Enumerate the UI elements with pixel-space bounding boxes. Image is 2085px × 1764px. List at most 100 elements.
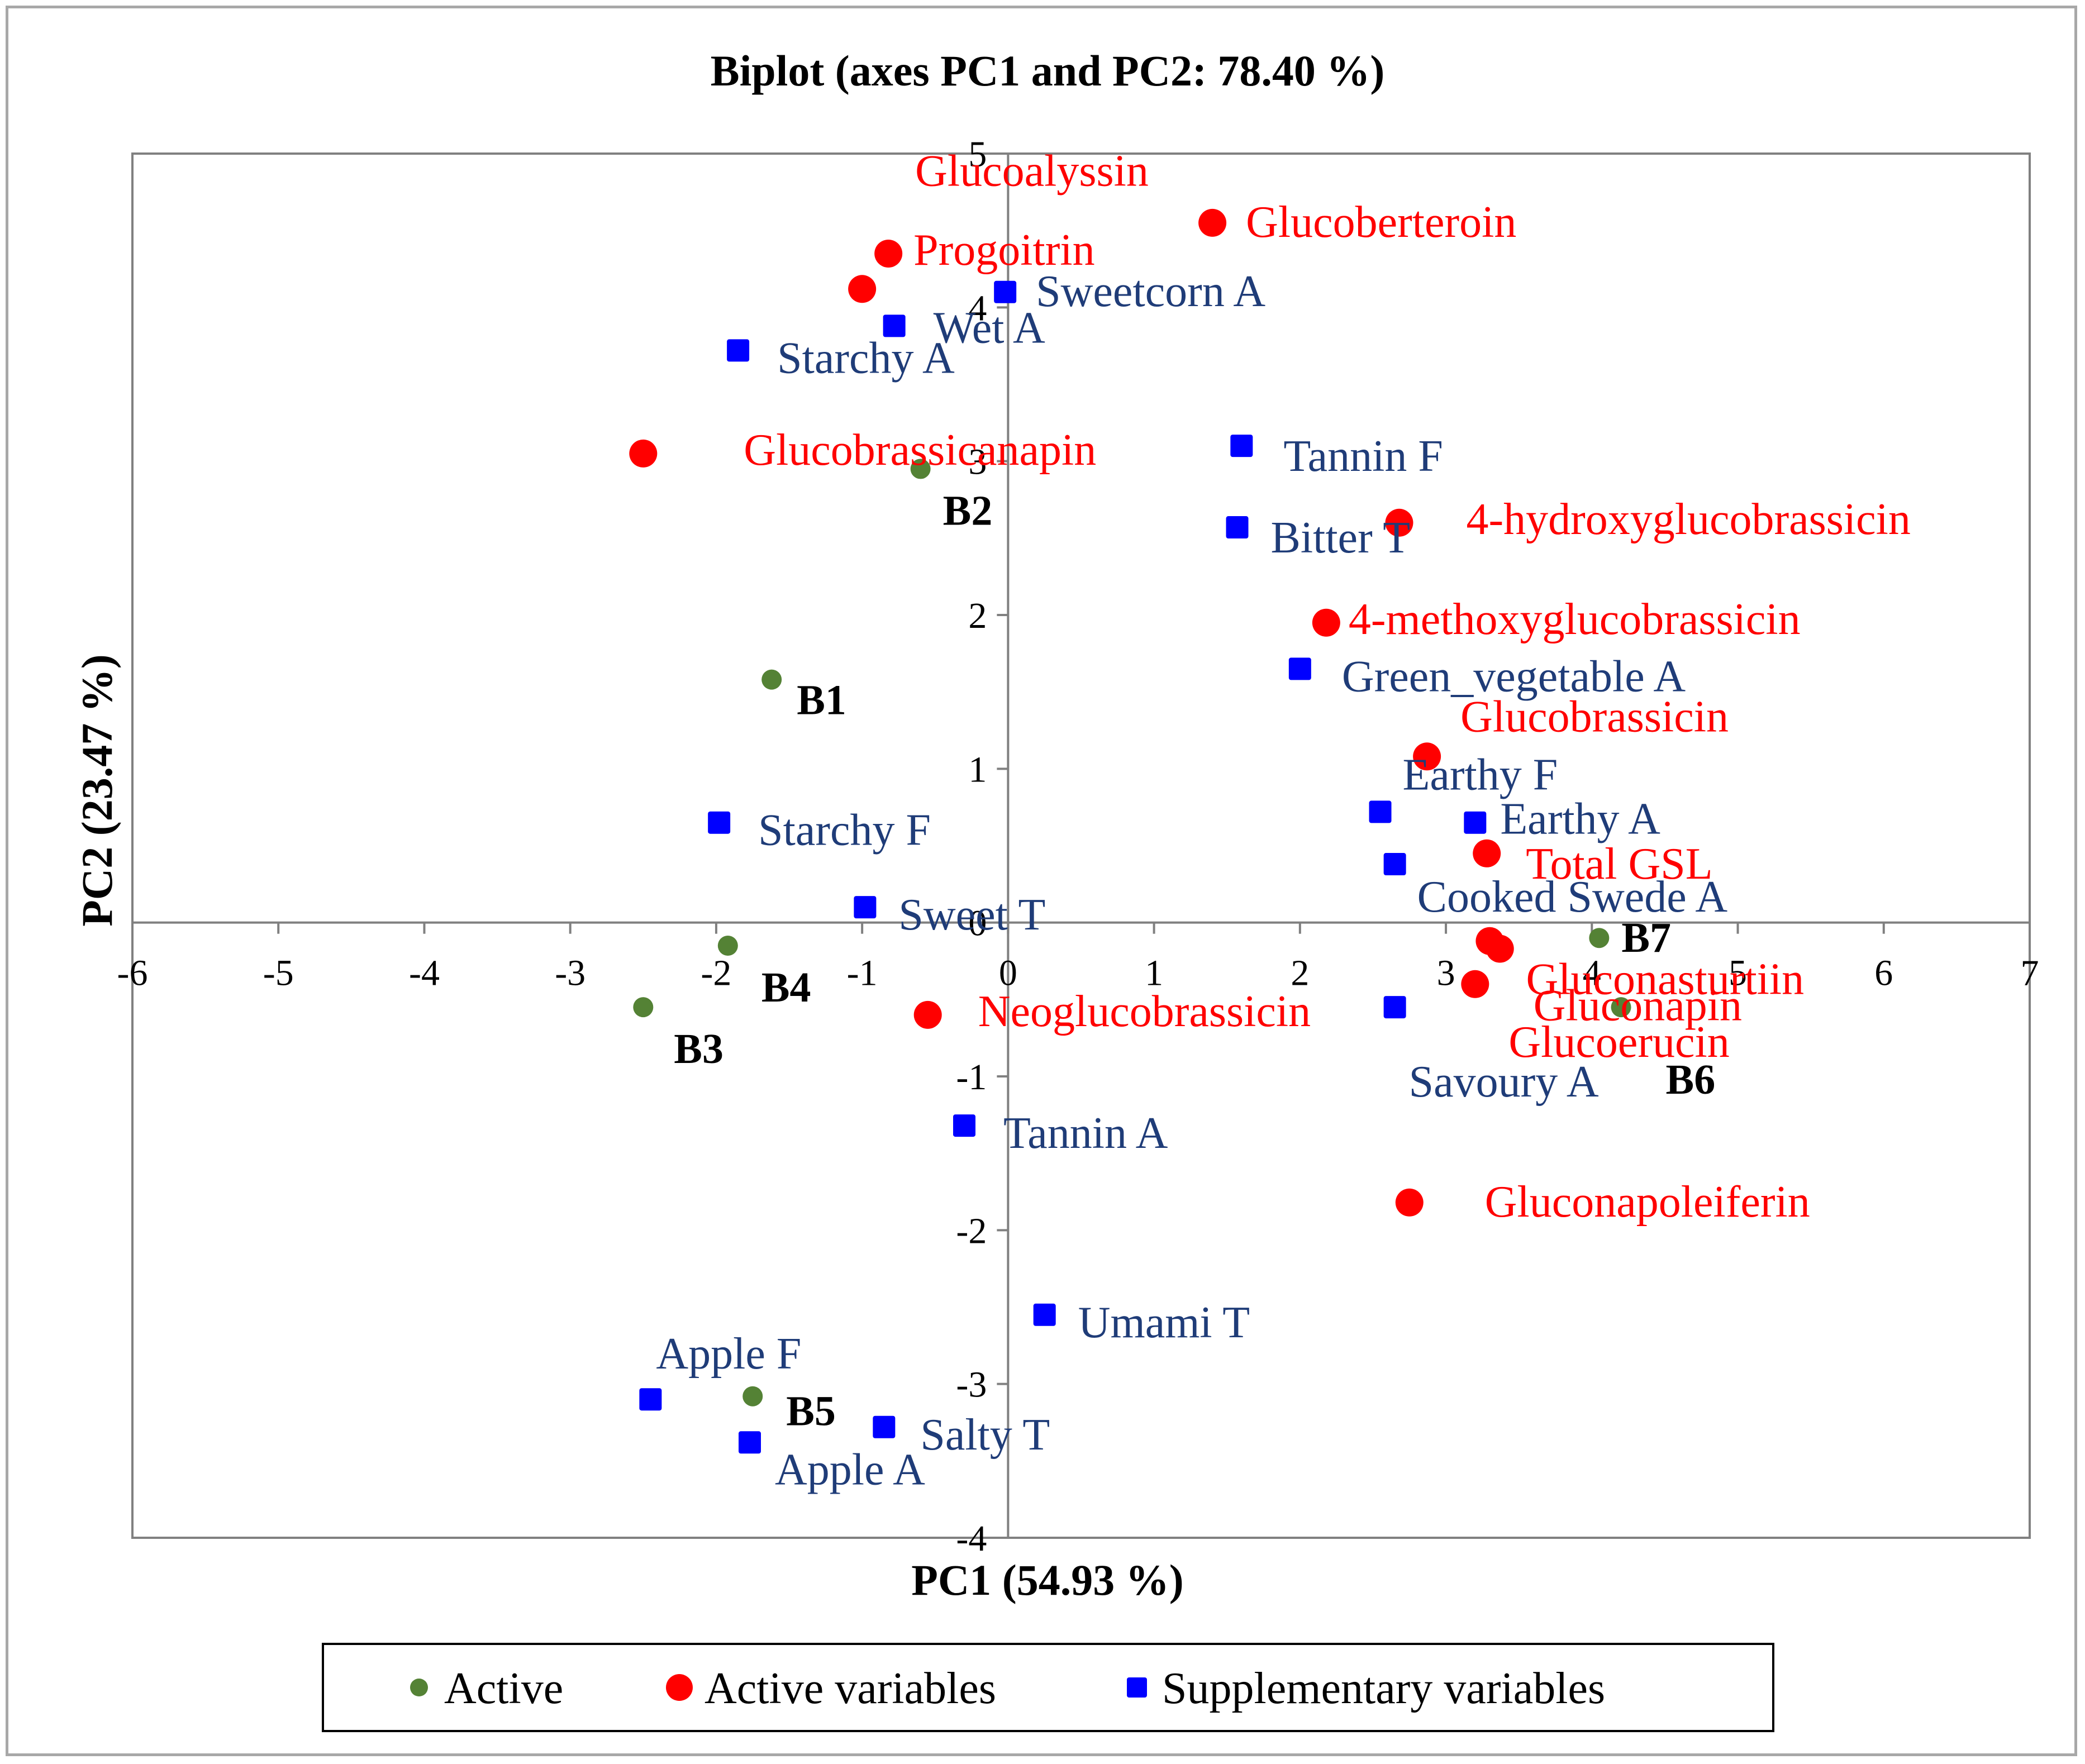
x-tick-label: 0: [999, 953, 1017, 994]
x-tick-label: 2: [1291, 953, 1309, 994]
point-salty-t: [873, 1415, 896, 1438]
label-gluconapin: Gluconapin: [1534, 981, 1742, 1030]
label-sweetcorn-a: Sweetcorn A: [1036, 267, 1265, 316]
point-umami-t: [1033, 1303, 1056, 1326]
x-tick-label: 5: [1729, 953, 1747, 994]
x-tick-label: -6: [117, 953, 148, 994]
point-4-methoxyglucobrassicin: [1312, 608, 1340, 637]
point-glucoerucin: [1461, 970, 1489, 998]
point-b6: [1611, 997, 1631, 1018]
legend-label-supplementary-variables: Supplementary variables: [1162, 1664, 1605, 1713]
x-tick-label: -2: [701, 953, 731, 994]
label-glucoerucin: Glucoerucin: [1508, 1018, 1729, 1067]
label-earthy-a: Earthy A: [1500, 795, 1660, 844]
point-tannin-a: [953, 1114, 976, 1137]
axes: [131, 152, 2031, 1539]
chart-frame: Biplot (axes PC1 and PC2: 78.40 %) -6 -5 -…: [6, 6, 2077, 1756]
label-tannin-f: Tannin F: [1283, 432, 1443, 481]
chart-title: Biplot (axes PC1 and PC2: 78.40 %): [711, 46, 1385, 95]
point-b2: [910, 459, 931, 479]
y-tick-label: 5: [968, 134, 987, 175]
point-b1: [761, 669, 782, 690]
point-b3: [633, 997, 654, 1018]
point-starchy-a: [727, 339, 750, 362]
point-savoury-a: [1383, 996, 1406, 1019]
label-savoury-a: Savoury A: [1409, 1057, 1599, 1107]
point-labels: B1 B2 B3 B4 B5 B6 B7 Glucoalyssin Progoitrin Gluc…: [656, 146, 1911, 1494]
plot-area-border: [131, 152, 2031, 1539]
y-tick-label: -2: [956, 1210, 987, 1251]
x-tick-label: -3: [555, 953, 585, 994]
x-tick-label: 6: [1874, 953, 1893, 994]
label-gluconapoleiferin: Gluconapoleiferin: [1485, 1177, 1810, 1227]
point-bitter-t: [1226, 516, 1249, 539]
label-salty-t: Salty T: [920, 1410, 1050, 1460]
point-earthy-f: [1369, 800, 1392, 823]
label-gluconasturtiin: Gluconasturtiin: [1526, 955, 1804, 1004]
label-glucobrassicin: Glucobrassicin: [1460, 692, 1729, 741]
point-glucobrassicin: [1413, 742, 1441, 771]
y-tick-label: 0: [968, 903, 987, 944]
label-glucoberteroin: Glucoberteroin: [1246, 198, 1516, 247]
point-tannin-f: [1230, 435, 1253, 457]
point-wet-a: [883, 314, 906, 337]
label-bitter-t: Bitter T: [1271, 513, 1411, 562]
point-b5: [742, 1386, 763, 1407]
label-tannin-a: Tannin A: [1003, 1109, 1168, 1158]
legend-label-active: Active: [444, 1664, 563, 1713]
x-tick-label: -1: [847, 953, 878, 994]
x-axis-label: PC1 (54.93 %): [911, 1556, 1183, 1604]
point-glucobrassicanapin: [629, 439, 658, 468]
label-b5: B5: [786, 1388, 836, 1435]
label-b6: B6: [1666, 1056, 1716, 1103]
y-tick-label: -4: [956, 1518, 987, 1559]
y-axis-label: PC2 (23.47 %): [73, 654, 121, 926]
label-wet-a: Wet A: [934, 303, 1045, 352]
x-tick-label: 3: [1437, 953, 1455, 994]
point-sweetcorn-a: [994, 280, 1017, 303]
point-cooked-swede-a: [1383, 853, 1406, 876]
point-sweet-t: [854, 896, 877, 919]
y-tick-label: -3: [956, 1365, 987, 1405]
data-points: [629, 208, 1631, 1454]
label-starchy-f: Starchy F: [758, 806, 931, 855]
point-glucoberteroin: [1198, 208, 1227, 237]
tick-labels: -6 -5 -4 -3 -2 -1 0 1 2 3 4 5 6 7 -4 -3 -2 -1 0 1 2 3 4 5: [117, 134, 2039, 1559]
y-tick-label: 2: [968, 595, 987, 636]
y-tick-label: 3: [968, 442, 987, 483]
label-earthy-f: Earthy F: [1403, 750, 1558, 799]
y-tick-label: 4: [968, 288, 987, 328]
point-green-vegetable-a: [1288, 657, 1311, 680]
point-progoitrin: [874, 239, 903, 268]
legend-label-active-variables: Active variables: [704, 1664, 996, 1713]
point-b7: [1589, 928, 1610, 948]
legend-marker-active-variables: [666, 1674, 693, 1701]
y-tick-label: 1: [968, 749, 987, 790]
y-tick-label: -1: [956, 1057, 987, 1098]
label-apple-a: Apple A: [775, 1445, 925, 1494]
point-b4: [717, 935, 738, 956]
legend: Active Active variables Supplementary vari…: [410, 1664, 1605, 1713]
label-umami-t: Umami T: [1078, 1298, 1250, 1347]
point-starchy-f: [708, 811, 731, 834]
label-b7: B7: [1621, 914, 1671, 961]
point-neoglucobrassicin: [913, 1000, 942, 1029]
point-total-gsl: [1473, 839, 1501, 867]
point-glucoalyssin: [848, 275, 877, 303]
legend-box: [322, 1643, 1774, 1732]
x-tick-label: 7: [2021, 953, 2039, 994]
label-b3: B3: [674, 1026, 723, 1072]
legend-marker-supplementary-variables: [1127, 1677, 1147, 1698]
legend-marker-active: [410, 1679, 428, 1696]
label-progoitrin: Progoitrin: [913, 226, 1094, 275]
x-tick-label: 1: [1145, 953, 1163, 994]
biplot-chart: Biplot (axes PC1 and PC2: 78.40 %) -6 -5 -…: [73, 46, 2039, 1732]
x-tick-label: 4: [1583, 953, 1601, 994]
label-green-vegetable-a: Green_vegetable A: [1342, 652, 1686, 701]
label-b4: B4: [761, 964, 811, 1011]
point-4-hydroxyglucobrassicin: [1385, 508, 1413, 537]
label-b2: B2: [943, 487, 993, 534]
label-starchy-a: Starchy A: [777, 333, 955, 383]
point-gluconapin: [1486, 935, 1514, 963]
x-tick-label: -5: [263, 953, 294, 994]
